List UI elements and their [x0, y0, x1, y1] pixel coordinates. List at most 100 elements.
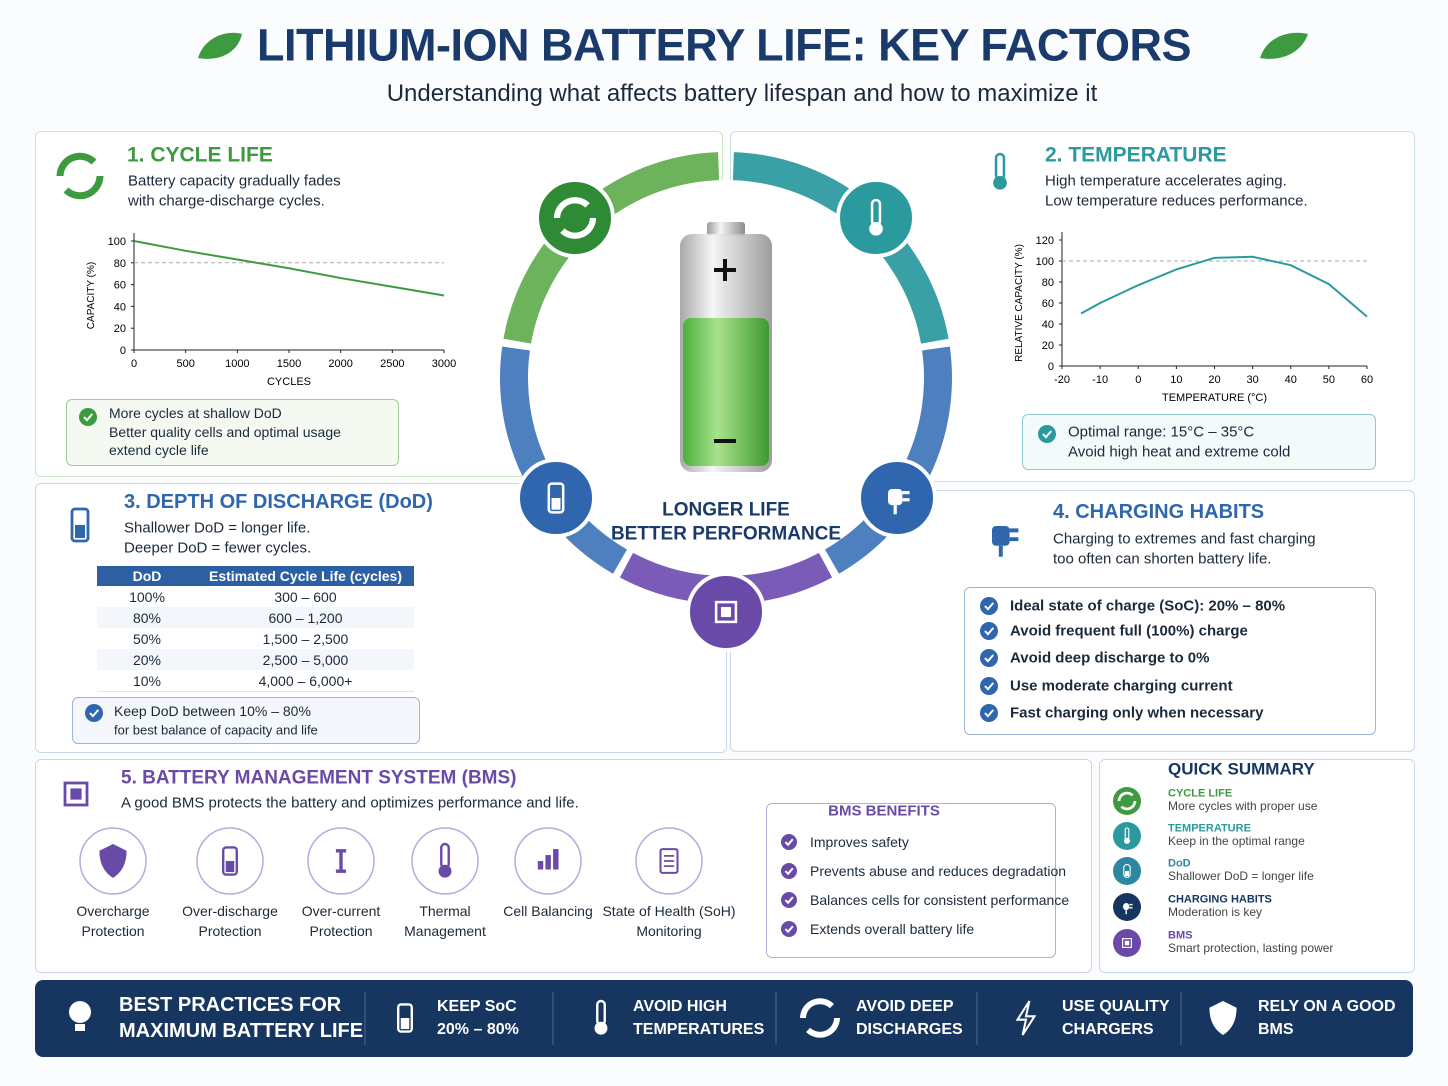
- footer-item: 20% – 80%: [437, 1021, 519, 1038]
- y-tick-label: 60: [114, 280, 126, 292]
- thermo-bulb: [993, 175, 1007, 190]
- panel-summary: [1099, 759, 1415, 973]
- battery-glyph: [70, 507, 90, 543]
- note-text: extend cycle life: [109, 442, 209, 458]
- check-icon: [980, 649, 998, 667]
- y-tick-label: 100: [1036, 256, 1054, 268]
- table-cell: 10%: [132, 673, 162, 689]
- check-mark: [784, 838, 794, 847]
- note-box: [72, 697, 420, 744]
- x-tick-label: 60: [1361, 374, 1373, 386]
- checklist-item: Avoid deep discharge to 0%: [1010, 649, 1210, 667]
- check-icon: [85, 704, 103, 722]
- check-mark: [784, 896, 794, 905]
- chip-core: [1124, 940, 1130, 946]
- table-cell: 4,000 – 6,000+: [258, 673, 353, 689]
- x-tick-label: 40: [1285, 374, 1297, 386]
- summary-item-text: Moderation is key: [1168, 905, 1263, 919]
- x-axis-label: CYCLES: [267, 376, 311, 388]
- summary-icon: [1113, 787, 1141, 815]
- battery-fill: [551, 498, 561, 510]
- table-cell: 20%: [132, 652, 162, 668]
- check-icon: [781, 863, 797, 879]
- footer-item: RELY ON A GOOD: [1258, 998, 1396, 1015]
- leaf-icon: [1260, 32, 1308, 59]
- section-text: with charge-discharge cycles.: [128, 192, 325, 210]
- summary-item-text: Keep in the optimal range: [1168, 834, 1305, 848]
- table-header: [97, 566, 414, 586]
- check-mark: [1042, 430, 1053, 439]
- table-header-cell: Estimated Cycle Life (cycles): [209, 568, 402, 584]
- x-tick-label: 10: [1170, 374, 1182, 386]
- battery-fill: [400, 1018, 410, 1030]
- note-text: Keep DoD between 10% – 80%: [114, 703, 311, 719]
- benefits-box: [766, 803, 1056, 958]
- chip-glyph: [714, 600, 738, 624]
- footer-item: BMS: [1258, 1021, 1294, 1038]
- check-icon: [781, 921, 797, 937]
- battery-cap: [707, 222, 745, 236]
- feature-label: Management: [404, 923, 486, 939]
- summary-item-title: BMS: [1168, 929, 1193, 942]
- x-tick-label: 50: [1323, 374, 1335, 386]
- check-mark: [984, 602, 995, 611]
- benefit-item: Extends overall battery life: [810, 921, 975, 937]
- feature-label: Protection: [81, 923, 145, 939]
- check-mark: [984, 627, 995, 636]
- x-tick-label: 1500: [277, 358, 301, 370]
- table-cell: 1,500 – 2,500: [262, 631, 349, 647]
- checklist-item: Avoid frequent full (100%) charge: [1010, 622, 1248, 640]
- chip-glyph: [1122, 938, 1132, 948]
- current-glyph: [335, 849, 347, 873]
- leaf-icon: [198, 32, 242, 59]
- table-cell: 80%: [132, 610, 162, 626]
- cycle-glyph: [1117, 791, 1137, 811]
- plug-prongs: [1125, 903, 1133, 915]
- y-tick-label: 120: [1036, 235, 1054, 247]
- y-axis-label: RELATIVE CAPACITY (%): [1014, 244, 1025, 362]
- check-icon: [980, 677, 998, 695]
- note-text: Better quality cells and optimal usage: [109, 423, 341, 440]
- x-tick-label: 20: [1208, 374, 1220, 386]
- section-text: Battery capacity gradually fades: [128, 172, 341, 190]
- x-tick-label: 500: [176, 358, 194, 370]
- check-icon: [980, 622, 998, 640]
- checklist-item: Use moderate charging current: [1010, 677, 1233, 695]
- x-tick-label: 30: [1247, 374, 1259, 386]
- section-text: Low temperature reduces performance.: [1045, 192, 1308, 210]
- table-cell: 300 – 600: [274, 589, 337, 605]
- battery-fill: [225, 861, 235, 873]
- x-tick-label: 3000: [432, 358, 456, 370]
- checklist-item: Fast charging only when necessary: [1010, 704, 1264, 722]
- y-tick-label: 0: [120, 345, 126, 357]
- x-tick-label: -20: [1054, 374, 1070, 386]
- battery-plus: [714, 259, 736, 281]
- summary-item-title: TEMPERATURE: [1168, 822, 1251, 835]
- shield-glyph: [1209, 1001, 1237, 1035]
- section-title: 1. CYCLE LIFE: [127, 143, 273, 167]
- plug-glyph: [888, 489, 903, 506]
- bulb-glyph: [69, 1001, 91, 1023]
- table-cell: 2,500 – 5,000: [262, 652, 349, 668]
- y-tick-label: 40: [114, 301, 126, 313]
- battery-glyph: [397, 1003, 413, 1033]
- benefits-title: BMS BENEFITS: [828, 802, 940, 820]
- ring-icon: [535, 178, 615, 258]
- table-cell: 100%: [129, 589, 165, 605]
- summary-title: QUICK SUMMARY: [1168, 759, 1315, 779]
- shield-glyph: [99, 844, 127, 878]
- bars-glyph: [553, 849, 559, 870]
- battery-glyph: [547, 482, 565, 514]
- cycle-glyph: [553, 197, 597, 239]
- y-tick-label: 20: [1042, 340, 1054, 352]
- y-tick-label: 60: [1042, 298, 1054, 310]
- doc-glyph: [659, 848, 679, 874]
- section-text: Deeper DoD = fewer cycles.: [124, 539, 312, 557]
- y-tick-label: 80: [1042, 277, 1054, 289]
- chip-glyph: [63, 781, 89, 807]
- summary-item-title: CHARGING HABITS: [1168, 893, 1272, 906]
- battery-fill: [75, 525, 85, 538]
- ring-icon: [836, 178, 916, 258]
- feature-label: Over-discharge: [182, 903, 278, 919]
- feature-label: State of Health (SoH): [602, 903, 736, 919]
